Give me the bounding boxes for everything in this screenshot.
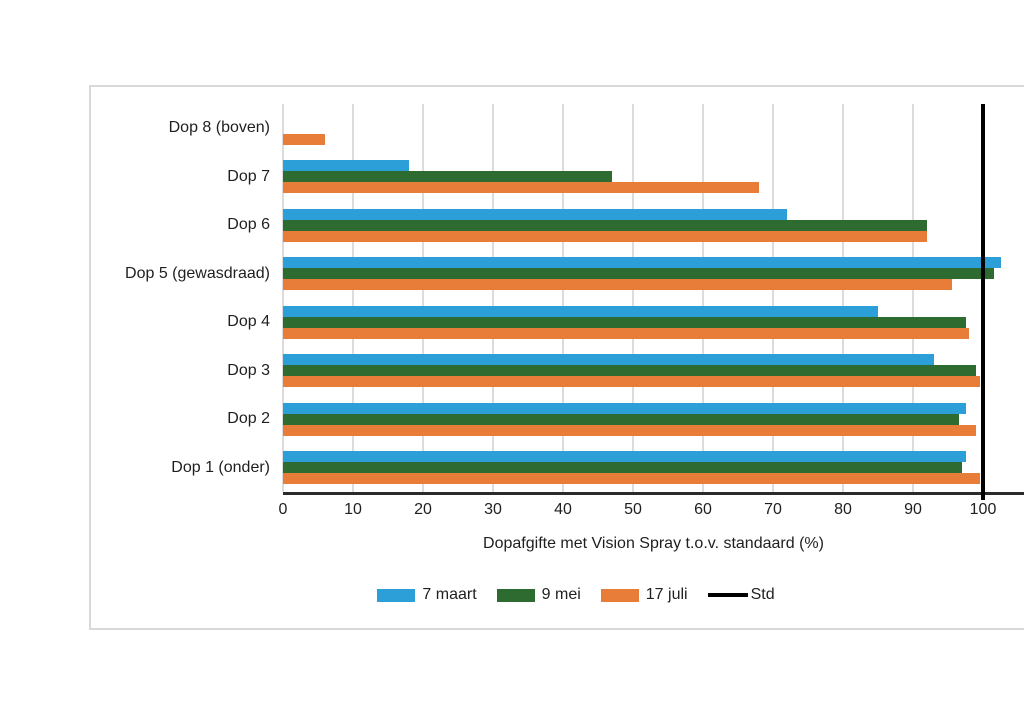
legend-swatch-17-juli (600, 588, 639, 602)
bar-9-mei-dop-5-gewasdraad (283, 268, 994, 280)
bar-17-juli-dop-3 (283, 376, 980, 388)
bar-17-juli-dop-6 (283, 230, 927, 242)
gridline-20 (422, 104, 424, 492)
bar-9-mei-dop-3 (283, 365, 976, 377)
bar-9-mei-dop-1-onder (283, 462, 962, 474)
bar-9-mei-dop-7 (283, 171, 612, 183)
plot-area (282, 104, 1024, 500)
bar-7-maart-dop-4 (283, 305, 878, 317)
gridline-0 (282, 104, 284, 492)
gridline-70 (772, 104, 774, 492)
category-label-dop-5-gewasdraad: Dop 5 (gewasdraad) (125, 264, 270, 282)
legend-swatch-9-mei (496, 588, 535, 602)
bar-17-juli-dop-4 (283, 327, 969, 339)
bar-7-maart-dop-3 (283, 354, 934, 366)
gridline-40 (562, 104, 564, 492)
category-label-dop-1-onder: Dop 1 (onder) (171, 458, 270, 476)
bar-17-juli-dop-1-onder (283, 473, 980, 485)
category-axis-labels: Dop 8 (boven) Dop 7 Dop 6 Dop 5 (gewasdraad… (91, 104, 270, 492)
reference-line-std (981, 104, 985, 500)
gridline-30 (492, 104, 494, 492)
gridline-10 (352, 104, 354, 492)
category-label-dop-7: Dop 7 (227, 167, 270, 185)
bar-17-juli-dop-2 (283, 424, 976, 436)
category-label-dop-4: Dop 4 (227, 313, 270, 330)
x-tick-label-50: 50 (624, 501, 642, 518)
x-tick-label-20: 20 (414, 501, 432, 518)
x-tick-label-100: 100 (969, 501, 997, 518)
gridline-90 (912, 104, 914, 492)
x-tick-label-60: 60 (694, 501, 712, 518)
legend: 7 maart 9 mei 17 juli Std (91, 584, 1024, 606)
gridline-60 (702, 104, 704, 492)
x-tick-label-10: 10 (344, 501, 362, 518)
legend-label-17-juli: 17 juli (645, 586, 688, 603)
x-tick-label-0: 0 (278, 501, 288, 518)
bar-9-mei-dop-2 (283, 413, 959, 425)
bar-17-juli-dop-8-boven (283, 133, 325, 145)
category-label-dop-8-boven: Dop 8 (boven) (168, 119, 270, 136)
legend-item-17-juli: 17 juli (600, 586, 688, 604)
legend-item-9-mei: 9 mei (496, 586, 581, 604)
value-axis-ticks: 0 10 20 30 40 50 60 70 80 90 100 (279, 501, 1024, 521)
gridline-80 (842, 104, 844, 492)
x-tick-label-90: 90 (904, 501, 922, 518)
legend-label-std: Std (750, 586, 775, 603)
x-tick-label-70: 70 (764, 501, 782, 518)
bar-7-maart-dop-6 (283, 208, 787, 220)
legend-item-std: Std (707, 586, 775, 604)
bar-9-mei-dop-6 (283, 219, 927, 231)
x-tick-label-40: 40 (554, 501, 572, 518)
x-tick-label-80: 80 (834, 501, 852, 518)
x-tick-label-30: 30 (484, 501, 502, 518)
bar-7-maart-dop-7 (283, 160, 409, 172)
bar-9-mei-dop-4 (283, 316, 966, 328)
legend-item-7-maart: 7 maart (377, 586, 477, 604)
bar-17-juli-dop-7 (283, 182, 759, 194)
category-label-dop-3: Dop 3 (227, 361, 270, 379)
bar-7-maart-dop-2 (283, 402, 966, 414)
category-label-dop-6: Dop 6 (227, 216, 270, 233)
x-axis-title: Dopafgifte met Vision Spray t.o.v. stand… (483, 535, 824, 552)
legend-swatch-7-maart (377, 588, 416, 602)
gridline-50 (632, 104, 634, 492)
legend-label-7-maart: 7 maart (422, 586, 477, 603)
chart-container: Dop 8 (boven) Dop 7 Dop 6 Dop 5 (gewasdraad… (89, 85, 1024, 630)
bar-7-maart-dop-5-gewasdraad (283, 257, 1001, 269)
category-label-dop-2: Dop 2 (227, 410, 270, 427)
bar-17-juli-dop-5-gewasdraad (283, 279, 952, 291)
bar-7-maart-dop-1-onder (283, 451, 966, 463)
legend-line-swatch-std (707, 593, 748, 597)
legend-label-9-mei: 9 mei (541, 586, 581, 603)
